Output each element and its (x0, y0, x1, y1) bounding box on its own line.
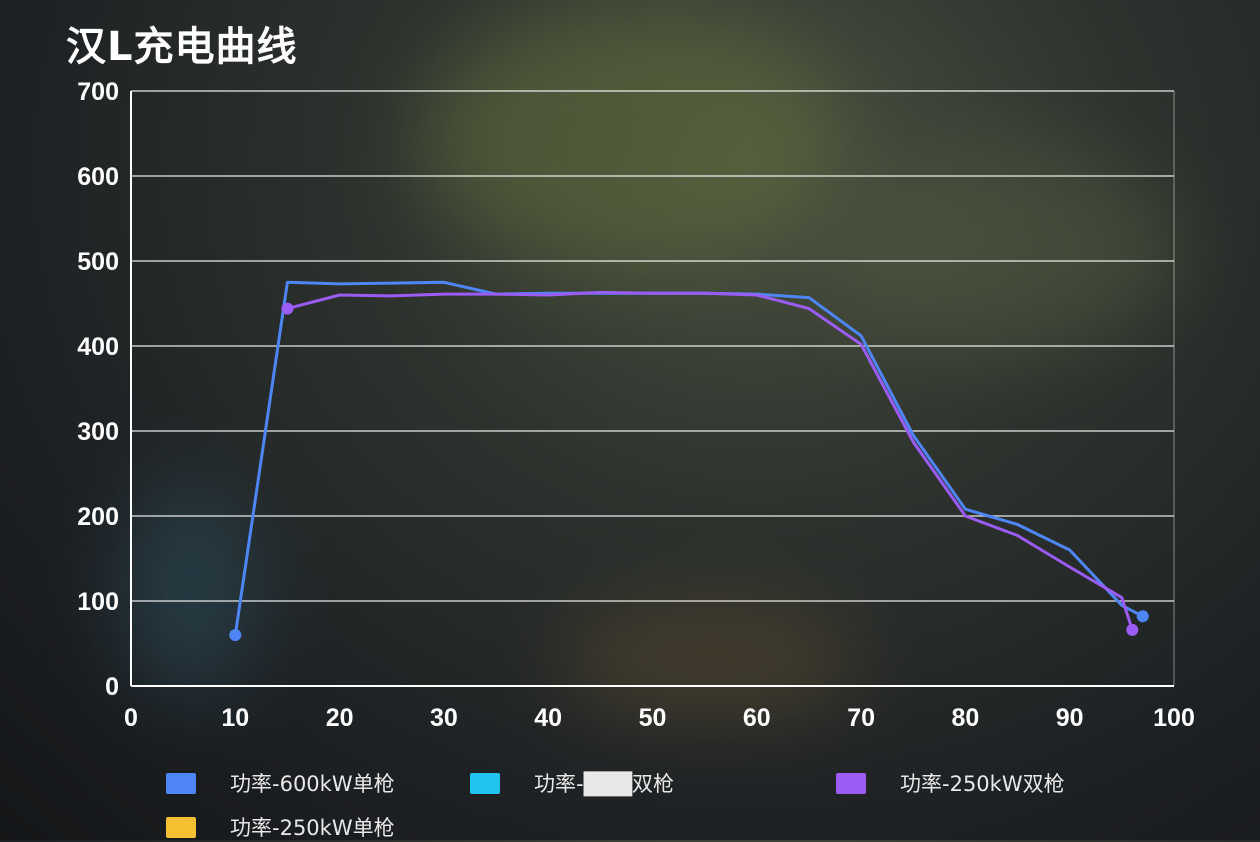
x-tick-label: 50 (639, 704, 667, 732)
x-tick-label: 80 (951, 704, 979, 732)
chart-title: 汉L充电曲线 (66, 24, 298, 70)
background-blur (820, 150, 1180, 350)
background-blur (420, 10, 840, 270)
y-tick-label: 500 (77, 248, 119, 276)
x-tick-label: 60 (743, 704, 771, 732)
series-line (287, 290, 1134, 631)
x-tick-label: 100 (1153, 704, 1195, 732)
data-point (229, 629, 242, 641)
x-tick-label: 30 (430, 704, 458, 732)
y-tick-label: 0 (105, 673, 119, 701)
y-tick-label: 700 (77, 78, 119, 106)
x-tick-label: 10 (221, 704, 249, 732)
x-tick-label: 70 (847, 704, 875, 732)
y-tick-label: 300 (77, 418, 119, 446)
y-tick-label: 200 (77, 503, 119, 531)
background-blur (560, 600, 860, 720)
x-tick-label: 40 (534, 704, 562, 732)
data-point (1136, 610, 1149, 623)
series-line (233, 280, 1144, 636)
x-tick-label: 20 (326, 704, 354, 732)
y-tick-label: 100 (77, 588, 119, 616)
data-point (281, 302, 294, 315)
x-tick-label: 0 (124, 704, 138, 732)
data-point (1126, 623, 1139, 636)
x-tick-label: 90 (1056, 704, 1084, 732)
y-tick-label: 400 (77, 333, 119, 361)
y-tick-label: 600 (77, 163, 119, 191)
